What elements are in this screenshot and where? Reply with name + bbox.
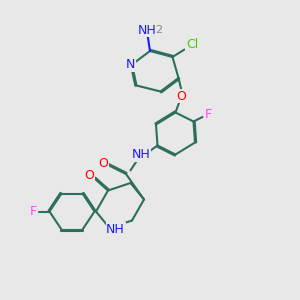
Text: N: N xyxy=(126,58,135,71)
Text: NH: NH xyxy=(138,23,156,37)
Text: NH: NH xyxy=(132,148,150,161)
Text: F: F xyxy=(29,205,37,218)
Text: O: O xyxy=(177,89,186,103)
Text: Cl: Cl xyxy=(186,38,198,52)
Text: F: F xyxy=(205,107,212,121)
Text: O: O xyxy=(99,157,108,170)
Text: 2: 2 xyxy=(155,25,163,35)
Text: NH: NH xyxy=(106,223,125,236)
Text: O: O xyxy=(84,169,94,182)
